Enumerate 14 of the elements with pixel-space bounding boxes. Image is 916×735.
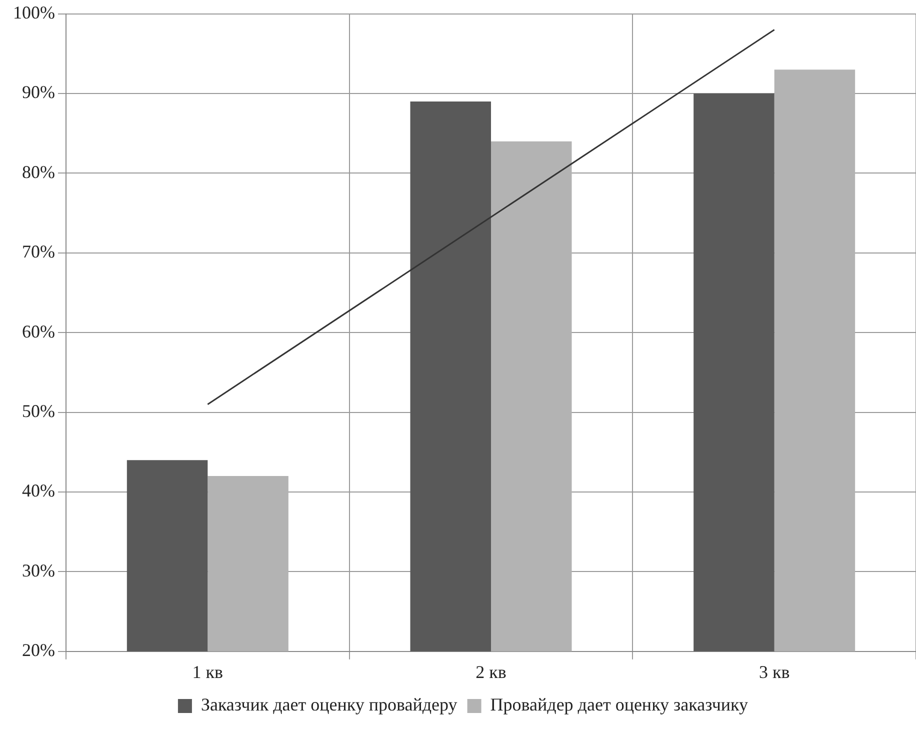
y-tick-label: 20% (22, 640, 55, 660)
y-tick-label: 60% (22, 321, 55, 342)
y-tick-label: 90% (22, 82, 55, 102)
y-tick-label: 40% (22, 480, 55, 501)
legend-label: Провайдер дает оценку заказчику (490, 694, 748, 715)
y-tick-label: 80% (22, 162, 55, 182)
y-tick-label: 50% (22, 401, 55, 422)
y-tick-label: 100% (12, 2, 55, 23)
legend-label: Заказчик дает оценку провайдеру (200, 694, 458, 715)
x-tick-label: 2 кв (476, 662, 506, 682)
y-tick-label: 70% (22, 242, 55, 262)
x-tick-label: 1 кв (192, 662, 224, 682)
y-tick-label: 30% (22, 560, 55, 580)
x-tick-label: 3 кв (758, 662, 790, 682)
